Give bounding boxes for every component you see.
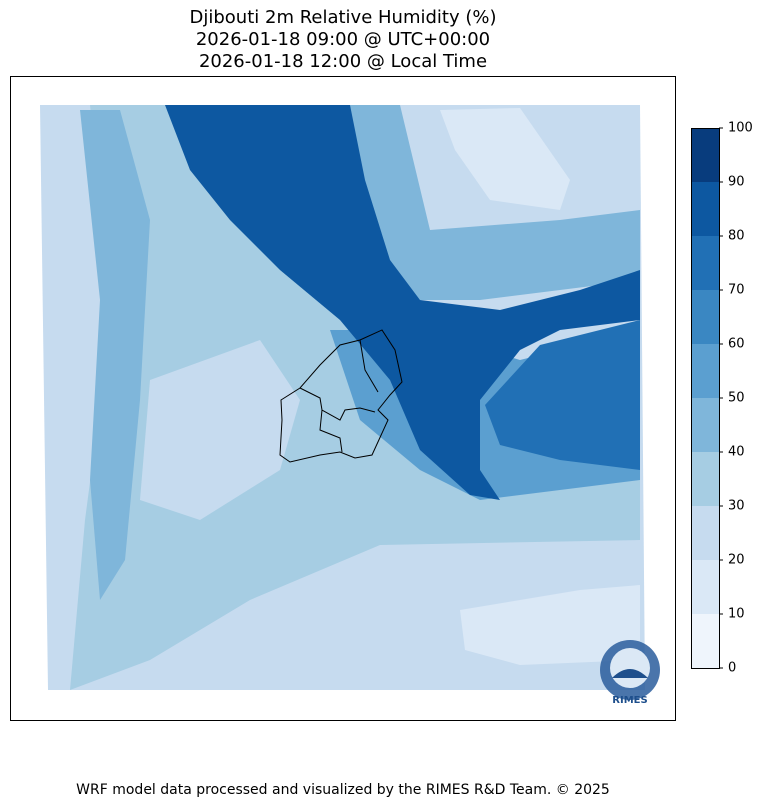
logo: RIMES	[600, 640, 660, 706]
colorbar-tick-label: 20	[728, 553, 745, 568]
colorbar-tick-label: 50	[728, 391, 745, 406]
colorbar-tick-label: 40	[728, 445, 745, 460]
colorbar-tick-label: 100	[728, 121, 753, 136]
colorbar-segment	[691, 452, 719, 506]
colorbar-tick-label: 10	[728, 607, 745, 622]
title-line: 2026-01-18 12:00 @ Local Time	[199, 51, 487, 72]
colorbar-segment	[691, 614, 719, 668]
contour-area	[165, 105, 640, 500]
colorbar-tick-label: 60	[728, 337, 745, 352]
colorbar-segment	[691, 182, 719, 236]
colorbar: 0 10 20 30 40 50 60 70 80 90 100	[691, 121, 753, 676]
contour-area	[140, 340, 300, 520]
colorbar-tick-label: 80	[728, 229, 745, 244]
colorbar-segment	[691, 290, 719, 344]
colorbar-segment	[691, 560, 719, 614]
title-line: 2026-01-18 09:00 @ UTC+00:00	[196, 29, 490, 50]
country-borders	[279, 329, 403, 463]
colorbar-segment	[691, 236, 719, 290]
footer: WRF model data processed and visualized …	[76, 782, 610, 798]
title-line: Djibouti 2m Relative Humidity (%)	[190, 7, 497, 28]
colorbar-tick-label: 70	[728, 283, 745, 298]
humidity-field	[40, 105, 645, 690]
colorbar-segment	[691, 398, 719, 452]
contour-area	[80, 110, 150, 600]
colorbar-segment	[691, 128, 719, 182]
contour-area	[440, 108, 570, 210]
map-frame	[10, 76, 676, 721]
logo-text: RIMES	[612, 695, 647, 706]
colorbar-tick-label: 0	[728, 661, 736, 676]
colorbar-segment	[691, 506, 719, 560]
colorbar-segment	[691, 344, 719, 398]
contour-area	[485, 320, 640, 470]
colorbar-tick-label: 90	[728, 175, 745, 190]
colorbar-tick-label: 30	[728, 499, 745, 514]
contour-area	[460, 585, 640, 665]
